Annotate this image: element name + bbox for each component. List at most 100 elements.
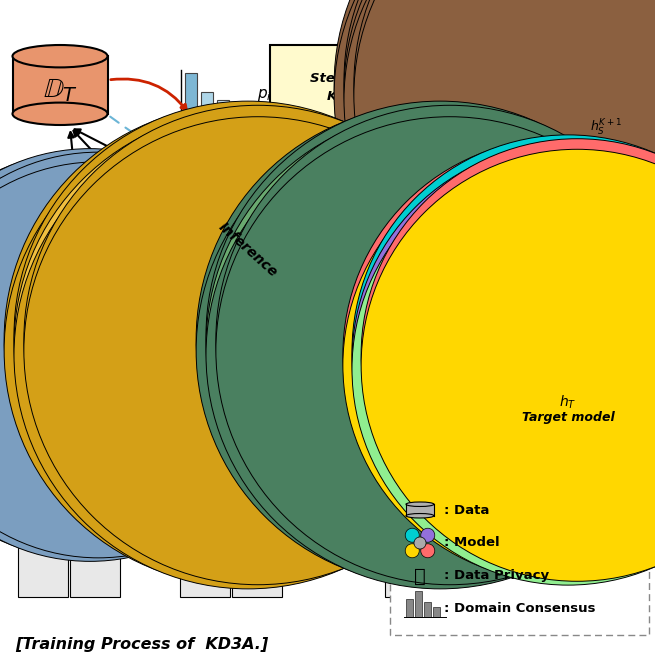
Bar xyxy=(180,547,230,597)
Text: $\mathbb{D}_S^{K}$: $\mathbb{D}_S^{K}$ xyxy=(428,430,451,455)
Text: 🔒: 🔒 xyxy=(414,567,426,586)
Text: [Training Process of  KD3A.]: [Training Process of KD3A.] xyxy=(15,637,269,652)
Bar xyxy=(437,495,487,545)
Circle shape xyxy=(421,528,435,542)
Text: $h_S^{1}$: $h_S^{1}$ xyxy=(110,377,126,397)
Text: $h_T$: $h_T$ xyxy=(559,393,576,411)
Circle shape xyxy=(0,152,280,548)
Bar xyxy=(180,495,230,545)
Circle shape xyxy=(0,149,288,545)
Bar xyxy=(185,73,197,125)
Bar xyxy=(70,495,120,545)
Bar xyxy=(385,495,435,545)
Text: $\mathbb{D}_T$: $\mathbb{D}_T$ xyxy=(43,76,77,104)
Circle shape xyxy=(24,105,492,573)
Circle shape xyxy=(4,105,472,573)
Polygon shape xyxy=(270,45,530,130)
Circle shape xyxy=(206,111,655,579)
Ellipse shape xyxy=(12,45,107,67)
Text: $h_S^{K}$: $h_S^{K}$ xyxy=(463,373,481,393)
Text: Target model: Target model xyxy=(521,411,614,424)
Circle shape xyxy=(352,144,655,576)
Bar xyxy=(388,415,493,461)
Text: $h_S^{K+1}$: $h_S^{K+1}$ xyxy=(590,118,622,138)
Text: $\mathbb{D}_S^{2}$: $\mathbb{D}_S^{2}$ xyxy=(238,432,259,458)
Circle shape xyxy=(14,111,482,579)
Bar xyxy=(232,547,282,597)
Circle shape xyxy=(0,152,296,548)
Circle shape xyxy=(0,162,280,558)
Circle shape xyxy=(344,0,655,314)
Text: : Data: : Data xyxy=(444,504,489,517)
Circle shape xyxy=(196,105,655,573)
Circle shape xyxy=(344,0,655,324)
Circle shape xyxy=(14,101,482,569)
Text: : Model: : Model xyxy=(444,536,500,550)
Text: : Domain Consensus: : Domain Consensus xyxy=(444,603,595,616)
Circle shape xyxy=(354,0,655,318)
Circle shape xyxy=(206,101,655,569)
Circle shape xyxy=(414,537,426,549)
Circle shape xyxy=(344,0,655,334)
Ellipse shape xyxy=(406,502,434,506)
Text: Inference: Inference xyxy=(215,220,280,280)
Circle shape xyxy=(405,544,419,558)
Text: Step 1. Training with
Knowledge Vote: Step 1. Training with Knowledge Vote xyxy=(310,72,465,103)
Bar xyxy=(18,547,68,597)
Bar xyxy=(12,56,107,114)
Text: ...: ... xyxy=(296,516,324,540)
Text: $h_S^{2}$: $h_S^{2}$ xyxy=(272,373,288,393)
Circle shape xyxy=(405,528,419,542)
Ellipse shape xyxy=(388,453,493,470)
Text: $\mathbb{D}_S^{1}$: $\mathbb{D}_S^{1}$ xyxy=(75,432,96,458)
Ellipse shape xyxy=(198,455,298,472)
Text: : Data Privacy: : Data Privacy xyxy=(444,569,549,582)
Ellipse shape xyxy=(40,409,130,426)
Circle shape xyxy=(352,153,655,585)
Circle shape xyxy=(343,139,655,571)
Text: $p_i$: $p_i$ xyxy=(257,87,272,103)
Circle shape xyxy=(14,121,482,589)
Bar xyxy=(433,607,440,617)
Bar xyxy=(201,92,213,125)
Bar xyxy=(437,547,487,597)
Circle shape xyxy=(0,162,296,558)
Circle shape xyxy=(24,117,492,585)
Text: Step 2. Model aggregation
with Consensus Focus
Step 3. BatchNorm MM: Step 2. Model aggregation with Consensus… xyxy=(395,280,571,329)
Ellipse shape xyxy=(388,405,493,424)
Text: ...: ... xyxy=(342,428,374,456)
Circle shape xyxy=(0,165,288,561)
Bar xyxy=(415,591,422,617)
Bar xyxy=(70,547,120,597)
Circle shape xyxy=(334,0,655,329)
Bar xyxy=(198,417,298,463)
Circle shape xyxy=(361,149,655,581)
Bar xyxy=(18,495,68,545)
Circle shape xyxy=(334,0,655,318)
Bar xyxy=(233,107,245,125)
Circle shape xyxy=(0,157,288,553)
Circle shape xyxy=(216,117,655,585)
Ellipse shape xyxy=(40,454,130,471)
Circle shape xyxy=(352,135,655,567)
Bar xyxy=(40,418,130,462)
Circle shape xyxy=(361,139,655,571)
Text: 🔒: 🔒 xyxy=(519,417,546,460)
Circle shape xyxy=(216,105,655,573)
Bar xyxy=(385,547,435,597)
Circle shape xyxy=(343,149,655,581)
Bar xyxy=(424,602,431,617)
Circle shape xyxy=(4,117,472,585)
Ellipse shape xyxy=(198,407,298,426)
Bar xyxy=(232,495,282,545)
Ellipse shape xyxy=(12,103,107,125)
Circle shape xyxy=(206,121,655,589)
Circle shape xyxy=(354,0,655,329)
Text: ...: ... xyxy=(342,336,374,364)
Polygon shape xyxy=(348,250,643,360)
FancyBboxPatch shape xyxy=(390,486,649,635)
Bar xyxy=(217,100,229,125)
Bar xyxy=(406,504,434,515)
Ellipse shape xyxy=(406,514,434,518)
Circle shape xyxy=(421,544,435,558)
